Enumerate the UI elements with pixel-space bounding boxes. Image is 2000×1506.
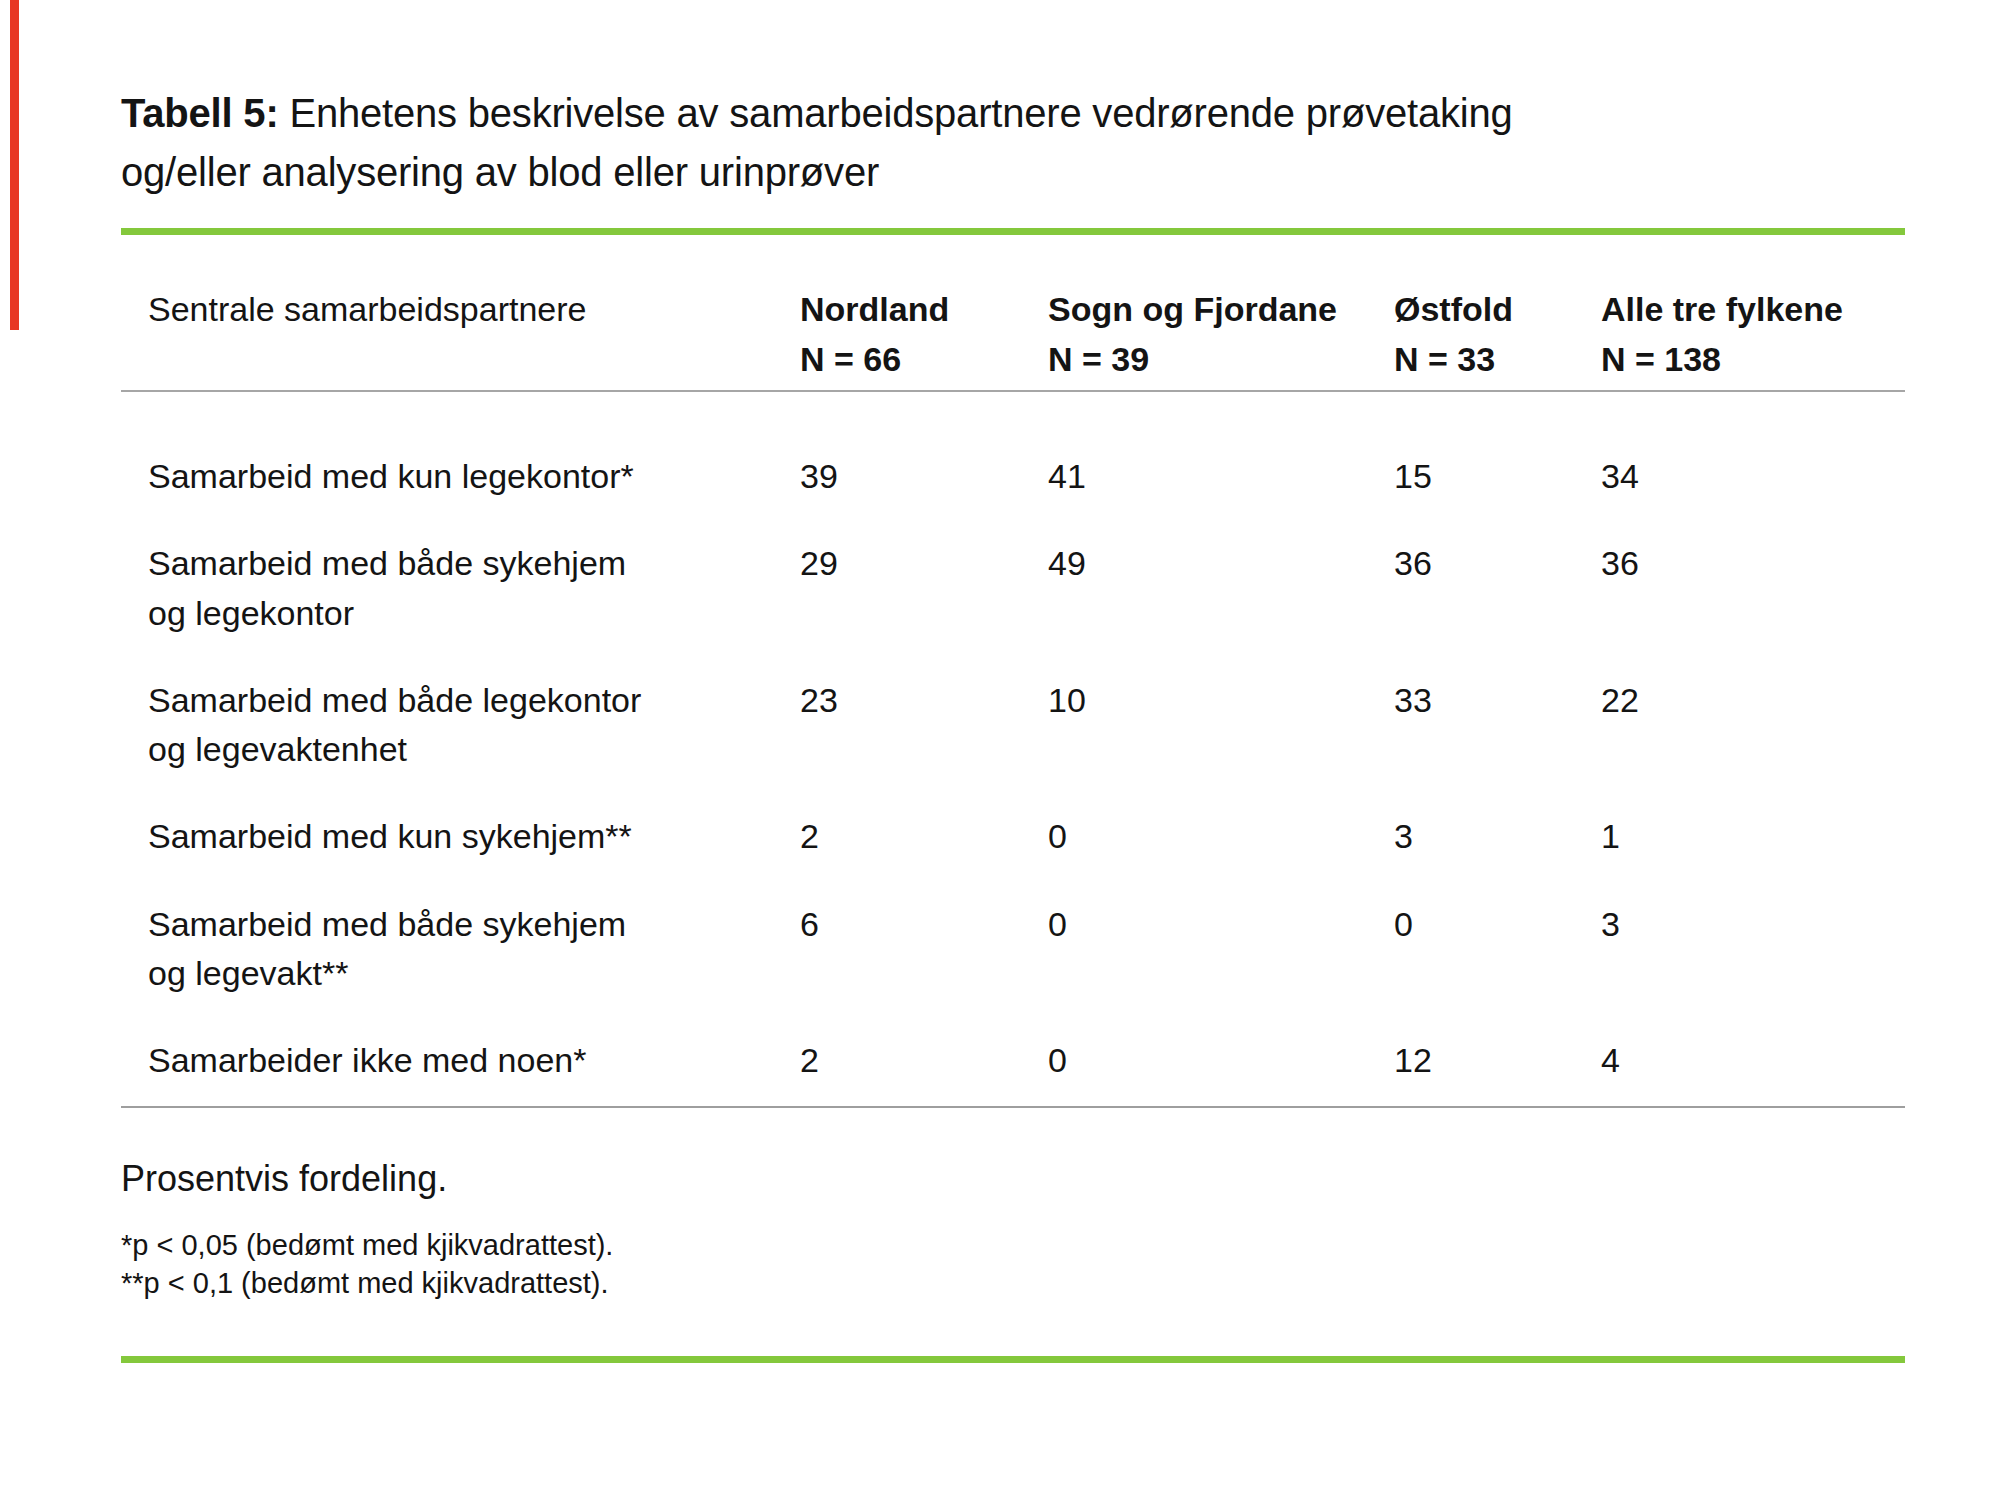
cell-value: 10 (1048, 676, 1394, 813)
cell-value: 4 (1601, 1036, 1905, 1106)
cell-value: 0 (1048, 812, 1394, 899)
footnote-1: *p < 0,05 (bedømt med kjikvadrattest). (121, 1226, 1905, 1264)
table-body: Samarbeid med kun legekontor* 39 41 15 3… (121, 391, 1905, 1107)
row-label: Samarbeid med både legekontor og legevakt… (121, 676, 800, 813)
row-label-line1: Samarbeid med både sykehjem (148, 905, 626, 943)
cell-value: 39 (800, 391, 1048, 539)
title-text: Enhetens beskrivelse av samarbeidspartne… (279, 91, 1513, 135)
red-edge-bar (10, 0, 19, 330)
cell-value: 2 (800, 1036, 1048, 1106)
row-label-line1: Samarbeid med både legekontor (148, 681, 641, 719)
cell-value: 23 (800, 676, 1048, 813)
table-row: Samarbeid med både sykehjem og legevakt**… (121, 900, 1905, 1037)
header-col-name: Nordland (800, 285, 1048, 334)
footnotes: *p < 0,05 (bedømt med kjikvadrattest). *… (121, 1226, 1905, 1303)
header-row: Sentrale samarbeidspartnere Nordland N =… (121, 235, 1905, 391)
title-label: Tabell 5: (121, 91, 279, 135)
row-label: Samarbeider ikke med noen* (121, 1036, 800, 1106)
cell-value: 33 (1394, 676, 1601, 813)
cell-value: 49 (1048, 539, 1394, 676)
table-header: Sentrale samarbeidspartnere Nordland N =… (121, 235, 1905, 391)
green-divider-top (121, 228, 1905, 235)
header-col-n: N = 138 (1601, 335, 1905, 384)
table-note: Prosentvis fordeling. (121, 1154, 1905, 1204)
header-col-n: N = 66 (800, 335, 1048, 384)
header-col-name: Østfold (1394, 285, 1601, 334)
cell-value: 3 (1394, 812, 1601, 899)
row-label-line1: Samarbeid med kun legekontor* (148, 457, 634, 495)
cell-value: 34 (1601, 391, 1905, 539)
cell-value: 12 (1394, 1036, 1601, 1106)
cell-value: 0 (1048, 1036, 1394, 1106)
cell-value: 29 (800, 539, 1048, 676)
cell-value: 3 (1601, 900, 1905, 1037)
row-label: Samarbeid med både sykehjem og legevakt** (121, 900, 800, 1037)
table-row: Samarbeid med kun sykehjem** 2 0 3 1 (121, 812, 1905, 899)
table-row: Samarbeider ikke med noen* 2 0 12 4 (121, 1036, 1905, 1106)
header-col-n: N = 39 (1048, 335, 1394, 384)
row-label-line1: Samarbeid med både sykehjem (148, 544, 626, 582)
header-col-alle-tre-fylkene: Alle tre fylkene N = 138 (1601, 235, 1905, 391)
header-col-sogn-og-fjordane: Sogn og Fjordane N = 39 (1048, 235, 1394, 391)
cell-value: 41 (1048, 391, 1394, 539)
cell-value: 36 (1394, 539, 1601, 676)
row-label: Samarbeid med kun legekontor* (121, 391, 800, 539)
header-col-name: Sogn og Fjordane (1048, 285, 1394, 334)
document-page: Tabell 5: Enhetens beskrivelse av samarb… (121, 0, 1905, 1303)
table-row: Samarbeid med både sykehjem og legekontor… (121, 539, 1905, 676)
header-col-nordland: Nordland N = 66 (800, 235, 1048, 391)
cell-value: 0 (1394, 900, 1601, 1037)
results-table: Sentrale samarbeidspartnere Nordland N =… (121, 235, 1905, 1107)
cell-value: 1 (1601, 812, 1905, 899)
header-col-name: Alle tre fylkene (1601, 285, 1905, 334)
row-label-line2: og legevakt** (148, 949, 800, 998)
row-label-line1: Samarbeider ikke med noen* (148, 1041, 586, 1079)
row-label-line2: og legevaktenhet (148, 725, 800, 774)
footnote-2: **p < 0,1 (bedømt med kjikvadrattest). (121, 1264, 1905, 1302)
title-line-2: og/eller analysering av blod eller urinp… (121, 143, 1905, 202)
header-label: Sentrale samarbeidspartnere (121, 235, 800, 391)
table-row: Samarbeid med både legekontor og legevakt… (121, 676, 1905, 813)
cell-value: 36 (1601, 539, 1905, 676)
cell-value: 0 (1048, 900, 1394, 1037)
table-row: Samarbeid med kun legekontor* 39 41 15 3… (121, 391, 1905, 539)
cell-value: 6 (800, 900, 1048, 1037)
header-col-ostfold: Østfold N = 33 (1394, 235, 1601, 391)
cell-value: 15 (1394, 391, 1601, 539)
row-label-line1: Samarbeid med kun sykehjem** (148, 817, 632, 855)
row-label: Samarbeid med kun sykehjem** (121, 812, 800, 899)
row-label: Samarbeid med både sykehjem og legekontor (121, 539, 800, 676)
header-col-n: N = 33 (1394, 335, 1601, 384)
green-divider-bottom (121, 1356, 1905, 1363)
cell-value: 2 (800, 812, 1048, 899)
cell-value: 22 (1601, 676, 1905, 813)
row-label-line2: og legekontor (148, 589, 800, 638)
title-line-1: Tabell 5: Enhetens beskrivelse av samarb… (121, 84, 1905, 143)
page-title: Tabell 5: Enhetens beskrivelse av samarb… (121, 84, 1905, 202)
